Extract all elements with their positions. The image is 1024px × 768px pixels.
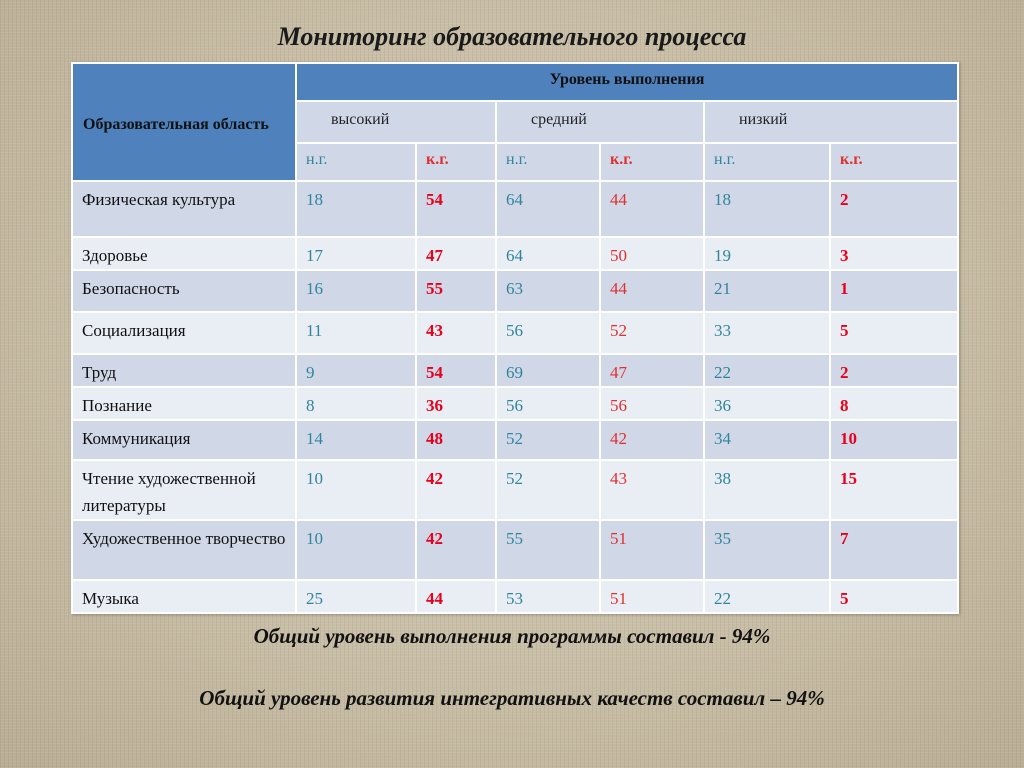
value-cell: 43 xyxy=(599,459,705,521)
value-cell: 47 xyxy=(599,353,705,388)
value-cell: 9 xyxy=(295,353,417,388)
value-cell: 1 xyxy=(828,269,960,313)
value-cell: 36 xyxy=(703,386,831,421)
value-cell: 11 xyxy=(295,311,417,355)
value-cell: 14 xyxy=(295,419,417,461)
value-cell: 34 xyxy=(703,419,831,461)
value-cell: 19 xyxy=(703,236,831,271)
table-row: Чтение художественной литературы 10 42 52 43… xyxy=(71,459,960,521)
table-row: Здоровье 17 47 64 50 19 3 xyxy=(71,236,960,271)
value-cell: 18 xyxy=(295,180,417,238)
header-level-medium: средний xyxy=(495,100,705,144)
value-cell: 22 xyxy=(703,579,831,614)
area-cell: Физическая культура xyxy=(71,180,297,238)
col-header: к.г. xyxy=(828,142,960,182)
table-row: Познание 8 36 56 56 36 8 xyxy=(71,386,960,421)
value-cell: 2 xyxy=(828,180,960,238)
table-row: Физическая культура 18 54 64 44 18 2 xyxy=(71,180,960,238)
value-cell: 43 xyxy=(415,311,497,355)
area-cell: Коммуникация xyxy=(71,419,297,461)
value-cell: 52 xyxy=(495,419,601,461)
value-cell: 8 xyxy=(828,386,960,421)
col-header: н.г. xyxy=(703,142,831,182)
value-cell: 44 xyxy=(599,180,705,238)
header-level-low: низкий xyxy=(702,100,960,144)
value-cell: 35 xyxy=(703,519,831,581)
value-cell: 38 xyxy=(703,459,831,521)
value-cell: 15 xyxy=(828,459,960,521)
value-cell: 69 xyxy=(495,353,601,388)
col-header: н.г. xyxy=(495,142,601,182)
value-cell: 16 xyxy=(295,269,417,313)
area-cell: Чтение художественной литературы xyxy=(71,459,297,521)
value-cell: 64 xyxy=(495,180,601,238)
value-cell: 33 xyxy=(703,311,831,355)
page-title: Мониторинг образовательного процесса xyxy=(277,22,747,51)
area-cell: Труд xyxy=(71,353,297,388)
value-cell: 44 xyxy=(599,269,705,313)
value-cell: 10 xyxy=(295,459,417,521)
value-cell: 36 xyxy=(415,386,497,421)
table-row: Безопасность 16 55 63 44 21 1 xyxy=(71,269,960,313)
area-cell: Художественное творчество xyxy=(71,519,297,581)
value-cell: 21 xyxy=(703,269,831,313)
summary-qualities: Общий уровень развития интегративных кач… xyxy=(199,686,825,710)
value-cell: 25 xyxy=(295,579,417,614)
value-cell: 47 xyxy=(415,236,497,271)
summary-program: Общий уровень выполнения программы соста… xyxy=(253,624,771,648)
value-cell: 8 xyxy=(295,386,417,421)
header-level: Уровень выполнения xyxy=(294,62,960,102)
col-header: н.г. xyxy=(295,142,417,182)
col-header: к.г. xyxy=(415,142,497,182)
value-cell: 56 xyxy=(495,386,601,421)
value-cell: 42 xyxy=(415,519,497,581)
table-row: Коммуникация 14 48 52 42 34 10 xyxy=(71,419,960,461)
value-cell: 63 xyxy=(495,269,601,313)
value-cell: 42 xyxy=(599,419,705,461)
monitoring-table: Образовательная область Уровень выполнен… xyxy=(71,62,960,614)
value-cell: 55 xyxy=(495,519,601,581)
value-cell: 22 xyxy=(703,353,831,388)
value-cell: 64 xyxy=(495,236,601,271)
value-cell: 7 xyxy=(828,519,960,581)
value-cell: 52 xyxy=(495,459,601,521)
value-cell: 5 xyxy=(828,311,960,355)
value-cell: 10 xyxy=(295,519,417,581)
value-cell: 18 xyxy=(703,180,831,238)
area-cell: Социализация xyxy=(71,311,297,355)
value-cell: 17 xyxy=(295,236,417,271)
value-cell: 56 xyxy=(495,311,601,355)
area-cell: Музыка xyxy=(71,579,297,614)
value-cell: 52 xyxy=(599,311,705,355)
value-cell: 44 xyxy=(415,579,497,614)
header-area: Образовательная область xyxy=(71,62,297,182)
value-cell: 2 xyxy=(828,353,960,388)
value-cell: 48 xyxy=(415,419,497,461)
area-cell: Безопасность xyxy=(71,269,297,313)
table-row: Художественное творчество 10 42 55 51 35 7 xyxy=(71,519,960,581)
value-cell: 51 xyxy=(599,579,705,614)
area-cell: Здоровье xyxy=(71,236,297,271)
value-cell: 42 xyxy=(415,459,497,521)
value-cell: 56 xyxy=(599,386,705,421)
value-cell: 5 xyxy=(828,579,960,614)
table-row: Социализация 11 43 56 52 33 5 xyxy=(71,311,960,355)
header-level-high: высокий xyxy=(295,100,497,144)
value-cell: 53 xyxy=(495,579,601,614)
value-cell: 3 xyxy=(828,236,960,271)
value-cell: 54 xyxy=(415,180,497,238)
table-row: Труд 9 54 69 47 22 2 xyxy=(71,353,960,388)
value-cell: 55 xyxy=(415,269,497,313)
table-row: Музыка 25 44 53 51 22 5 xyxy=(71,579,960,614)
area-cell: Познание xyxy=(71,386,297,421)
value-cell: 54 xyxy=(415,353,497,388)
col-header: к.г. xyxy=(599,142,705,182)
value-cell: 51 xyxy=(599,519,705,581)
value-cell: 10 xyxy=(828,419,960,461)
value-cell: 50 xyxy=(599,236,705,271)
